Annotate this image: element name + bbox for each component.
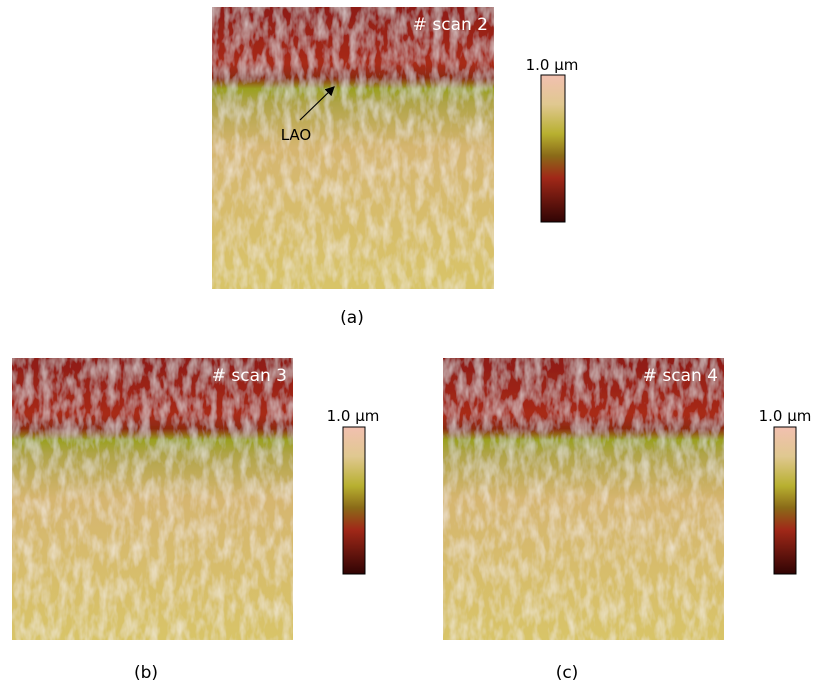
scale-label: 1.0 µm xyxy=(526,56,579,74)
caption: (c) xyxy=(556,663,579,683)
scan-label: # scan 2 xyxy=(413,15,488,35)
panel: # scan 4 1.0 µm (c) xyxy=(443,358,811,683)
scale-label: 1.0 µm xyxy=(759,407,812,425)
afm-image xyxy=(443,358,724,640)
annotation: LAO xyxy=(281,126,312,144)
colorbar xyxy=(541,75,565,222)
scan-label: # scan 3 xyxy=(212,366,287,386)
panel: # scan 2 LAO 1.0 µm (a) xyxy=(212,7,578,328)
afm-image xyxy=(12,358,293,640)
scale-label: 1.0 µm xyxy=(327,407,380,425)
colorbar xyxy=(343,427,365,574)
scan-label: # scan 4 xyxy=(643,366,718,386)
afm-image xyxy=(212,7,494,289)
panel: # scan 3 1.0 µm (b) xyxy=(12,358,379,683)
figure: # scan 2 LAO 1.0 µm (a) # scan 3 1.0 µm … xyxy=(0,0,813,690)
colorbar xyxy=(774,427,796,574)
caption: (a) xyxy=(340,308,364,328)
caption: (b) xyxy=(134,663,158,683)
